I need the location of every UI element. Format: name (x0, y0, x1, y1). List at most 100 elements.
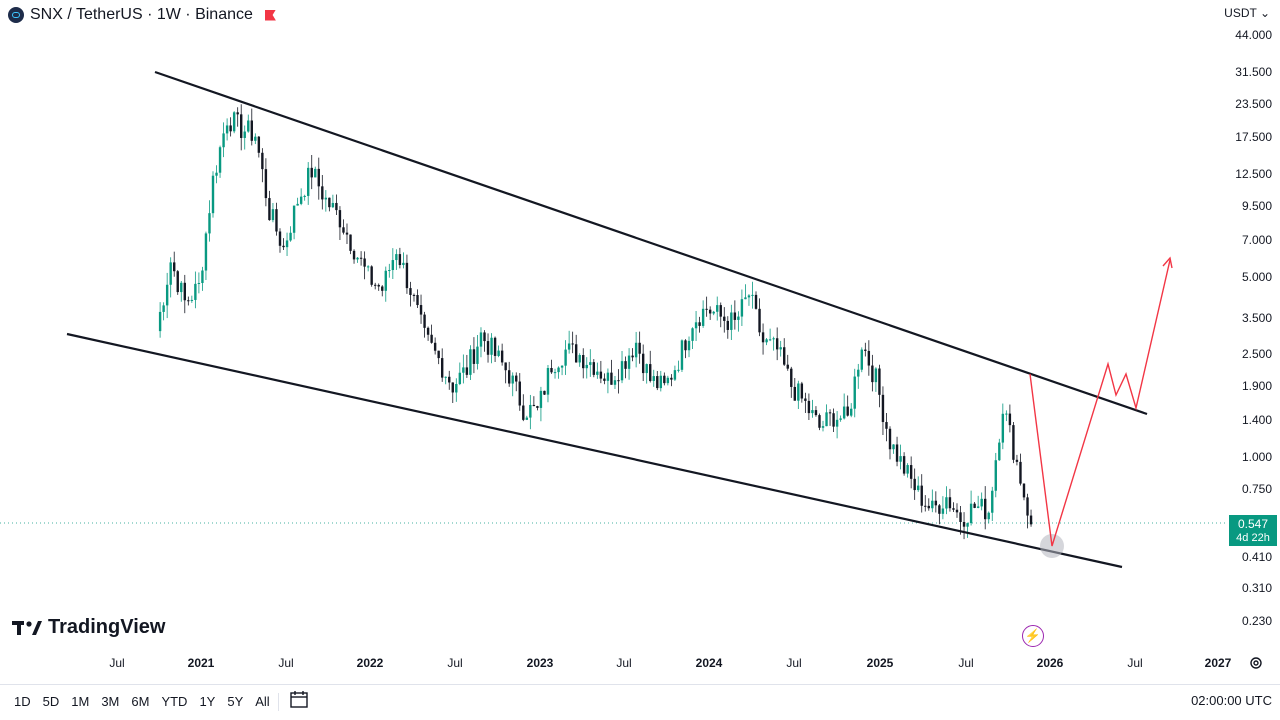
candle-body (793, 386, 796, 401)
last-price-tag: 0.547 4d 22h (1229, 515, 1277, 546)
candle-body (804, 398, 807, 401)
candle-body (398, 254, 402, 266)
candle-body (998, 442, 1001, 461)
candle-body (924, 505, 927, 507)
candle-body (687, 340, 691, 351)
candle-body (959, 512, 962, 522)
candle-body (624, 361, 627, 369)
tradingview-logo[interactable]: TradingView (12, 616, 165, 639)
candle-body (744, 297, 747, 300)
range-button-all[interactable]: All (255, 694, 270, 709)
candle-body (282, 245, 285, 248)
price-tick: 17.500 (1235, 130, 1272, 144)
candle-body (1012, 425, 1015, 460)
candle-body (984, 498, 987, 520)
candle-body (927, 505, 930, 509)
symbol-header[interactable]: SNX / TetherUS · 1W · Binance (8, 4, 276, 26)
candle-body (694, 322, 698, 329)
candle-body (208, 213, 211, 234)
candle-body (913, 478, 916, 491)
candle-body (864, 349, 867, 351)
upper-trendline[interactable] (154, 70, 1148, 416)
candle-body (691, 328, 694, 341)
candle-body (589, 362, 592, 365)
candle-body (243, 131, 246, 138)
price-tick: 3.500 (1241, 311, 1272, 325)
projection-arrowhead (1162, 256, 1173, 269)
price-tick: 0.230 (1241, 614, 1272, 628)
candle-body (941, 508, 945, 514)
time-tick: 2023 (526, 656, 554, 670)
settings-gear-icon[interactable] (1249, 656, 1263, 670)
price-tick: 23.500 (1235, 97, 1272, 111)
candle-body (518, 381, 521, 406)
candle-body (938, 505, 941, 514)
candle-body (511, 375, 514, 384)
candle-body (1026, 497, 1029, 516)
range-button-ytd[interactable]: YTD (161, 694, 188, 709)
candle-body (768, 339, 772, 341)
candle-body (585, 364, 588, 369)
last-price-value: 0.547 (1237, 517, 1269, 531)
candle-body (945, 497, 948, 509)
candle-body (493, 337, 497, 356)
candle-body (701, 308, 705, 326)
candle-body (571, 343, 574, 345)
price-tick: 1.400 (1241, 413, 1272, 427)
range-button-6m[interactable]: 6M (131, 694, 150, 709)
range-button-1y[interactable]: 1Y (199, 694, 216, 709)
candle-body (342, 227, 345, 233)
candle-body (775, 338, 779, 350)
candle-body (261, 152, 264, 170)
range-button-1d[interactable]: 1D (14, 694, 31, 709)
range-button-5d[interactable]: 5D (42, 694, 60, 709)
candle-body (969, 503, 973, 524)
range-button-3m[interactable]: 3M (101, 694, 120, 709)
candle-body (419, 305, 423, 315)
candle-body (716, 305, 719, 312)
candle-body (299, 196, 303, 204)
candle-body (839, 418, 842, 420)
candle-body (490, 337, 493, 355)
candle-body (846, 406, 849, 416)
candle-body (772, 338, 775, 340)
candle-body (204, 233, 208, 271)
lower-trendline[interactable] (66, 332, 1123, 569)
candle-body (811, 410, 814, 414)
chart-canvas[interactable] (0, 0, 1280, 684)
candle-body (807, 400, 811, 414)
flag-icon[interactable] (264, 9, 276, 21)
candle-body (472, 349, 476, 364)
lightning-icon[interactable]: ⚡ (1022, 625, 1044, 647)
candle-body (1015, 459, 1019, 462)
range-button-1m[interactable]: 1M (71, 694, 90, 709)
candle-body (920, 485, 923, 506)
candle-body (232, 112, 236, 132)
bar-countdown: 4d 22h (1236, 532, 1270, 544)
candle-body (895, 444, 899, 462)
candle-body (395, 254, 398, 261)
candle-body (366, 266, 370, 268)
candle-body (786, 364, 789, 369)
utc-clock[interactable]: 02:00:00 UTC (1191, 693, 1272, 708)
candle-body (515, 375, 518, 382)
candle-body (962, 521, 966, 527)
candle-body (388, 270, 391, 272)
candle-body (670, 377, 673, 380)
candle-body (356, 257, 359, 260)
candle-body (1005, 413, 1008, 415)
range-button-5y[interactable]: 5Y (227, 694, 244, 709)
candle-body (634, 342, 638, 358)
calendar-range-icon[interactable] (288, 689, 310, 711)
candle-body (211, 175, 215, 214)
candle-body (550, 367, 553, 373)
candle-body (582, 355, 585, 369)
candle-body (183, 282, 186, 301)
candle-body (909, 465, 913, 479)
currency-selector[interactable]: USDT ⌄ (1224, 6, 1270, 20)
candle-body (641, 353, 645, 374)
candle-body (712, 311, 715, 314)
candle-body (955, 509, 959, 513)
candle-body (680, 340, 684, 370)
candle-body (564, 349, 567, 366)
